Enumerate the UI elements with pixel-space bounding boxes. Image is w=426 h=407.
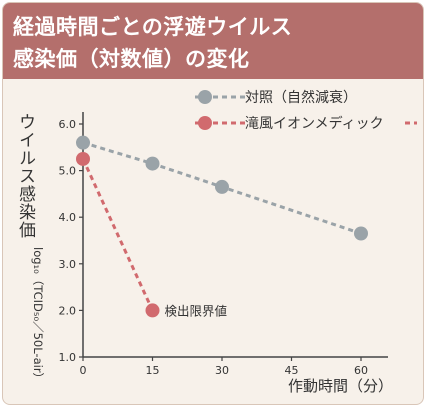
data-point-series-1 (215, 179, 229, 194)
legend: 対照（自然減衰） 滝風イオンメディック (195, 89, 417, 132)
y-tick-label: 6.0 (59, 118, 77, 131)
line-chart: 1.0 2.0 3.0 4.0 5.0 6.0 0 15 30 45 60 対照（自然減衰） 滝風イ… (15, 89, 417, 395)
chart-title-line2: 感染価（対数値）の変化 (13, 47, 250, 71)
x-tick-label: 45 (285, 364, 299, 377)
y-axis-label-main: ウイルス感染価 (15, 113, 36, 239)
x-axis-label: 作動時間（分） (288, 377, 393, 395)
x-ticks: 0 15 30 45 60 (80, 357, 368, 377)
legend-marker-1 (198, 90, 212, 104)
series-line-1 (82, 141, 362, 235)
chart-title-line1: 経過時間ごとの浮遊ウイルス (13, 15, 293, 39)
y-tick-label: 2.0 (59, 304, 77, 317)
chart-header: 経過時間ごとの浮遊ウイルス 感染価（対数値）の変化 (3, 3, 423, 79)
y-tick-label: 5.0 (59, 165, 77, 178)
y-axis-label-sub: log₁₀（TCID₅₀／50L-air） (31, 247, 45, 384)
annotations: 検出限界値 (165, 303, 228, 318)
data-point-series-2 (145, 303, 160, 318)
x-tick-label: 15 (146, 364, 160, 377)
y-tick-label: 1.0 (59, 351, 77, 364)
x-tick-label: 30 (215, 364, 229, 377)
x-tick-label: 60 (354, 364, 368, 377)
data-point-series-1 (76, 135, 90, 150)
series-line-2 (81, 158, 154, 312)
data-point-series-1 (145, 156, 160, 171)
data-point-series-2 (76, 151, 90, 166)
data-point-series-1 (354, 226, 368, 241)
annotation-label: 検出限界値 (165, 303, 228, 318)
y-ticks: 1.0 2.0 3.0 4.0 5.0 6.0 (59, 118, 83, 364)
legend-label-1: 対照（自然減衰） (245, 89, 357, 106)
y-tick-label: 3.0 (59, 258, 77, 271)
legend-marker-2 (198, 116, 212, 130)
series-group (76, 135, 368, 318)
legend-label-2: 滝風イオンメディック (245, 115, 384, 132)
y-tick-label: 4.0 (59, 211, 77, 224)
x-tick-label: 0 (80, 364, 87, 377)
